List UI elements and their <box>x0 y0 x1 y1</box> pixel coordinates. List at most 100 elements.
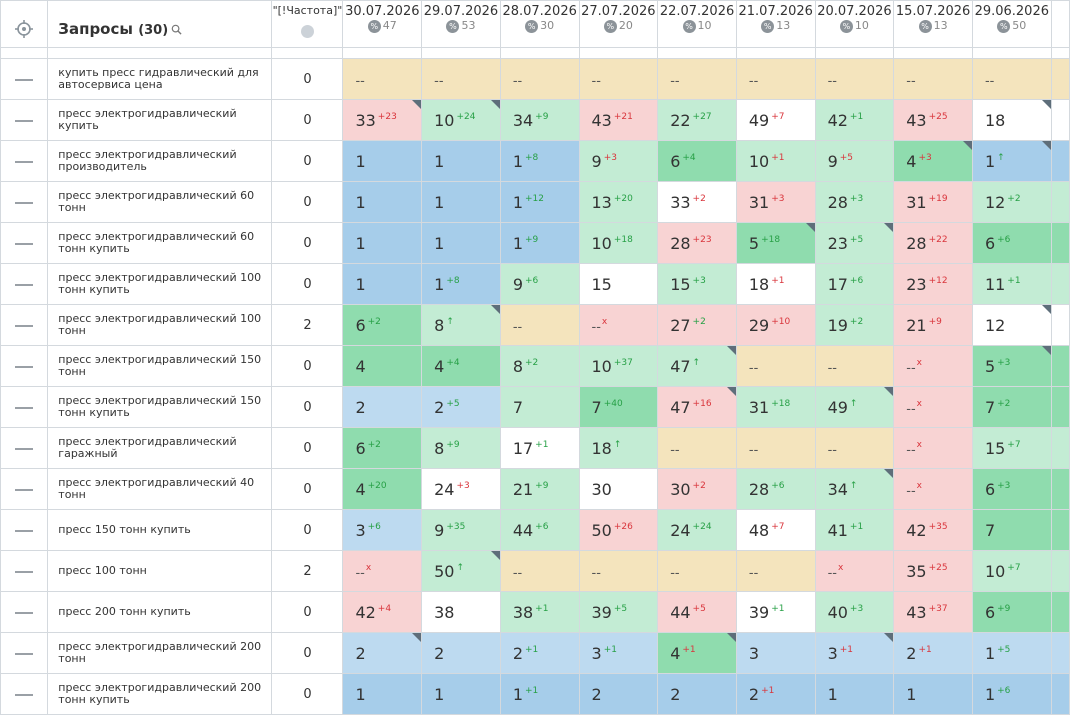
position-cell[interactable]: 23 +12 <box>893 263 973 305</box>
position-cell[interactable]: 1 <box>421 673 501 715</box>
position-cell[interactable]: 28 +23 <box>657 222 737 264</box>
position-cell[interactable]: 9 +6 <box>499 263 580 305</box>
position-cell[interactable]: 33 +2 <box>657 181 737 223</box>
position-cell[interactable]: -- <box>814 345 895 387</box>
position-cell[interactable]: --x <box>893 468 973 510</box>
position-cell[interactable]: 50 +26 <box>578 509 659 551</box>
position-cell[interactable]: 12 +2 <box>971 181 1052 223</box>
percent-icon[interactable]: % <box>525 20 539 33</box>
minus-icon[interactable] <box>15 653 34 655</box>
position-cell[interactable]: -- <box>735 550 816 592</box>
position-cell[interactable]: 2 +1 <box>735 673 816 715</box>
position-cell[interactable]: 1 <box>342 673 423 715</box>
position-cell[interactable]: 43 +37 <box>893 591 973 633</box>
position-cell[interactable]: 35 +25 <box>893 550 973 592</box>
date-header[interactable]: 15.07.2026% 13 <box>893 0 973 48</box>
row-select-cell[interactable] <box>0 468 49 510</box>
percent-icon[interactable]: % <box>682 20 696 33</box>
position-cell[interactable]: -- <box>499 58 580 100</box>
position-cell[interactable]: 24 +3 <box>421 468 501 510</box>
position-cell[interactable]: 10 +24 <box>421 99 501 141</box>
minus-icon[interactable] <box>15 612 34 614</box>
date-header[interactable]: 29.06.2026% 50 <box>971 0 1052 48</box>
query-text[interactable]: пресс 200 тонн купить <box>47 591 273 633</box>
table-row[interactable]: пресс электрогидравлический 100 тонн куп… <box>0 263 1070 305</box>
position-cell[interactable]: 43 +21 <box>578 99 659 141</box>
date-header[interactable]: 30.07.2026% 47 <box>342 0 423 48</box>
position-cell[interactable]: 18 +1 <box>735 263 816 305</box>
position-cell[interactable]: 30 +2 <box>657 468 737 510</box>
minus-icon[interactable] <box>15 407 34 409</box>
position-cell[interactable]: 31 +18 <box>735 386 816 428</box>
position-cell[interactable]: 4 +1 <box>657 632 737 674</box>
position-cell[interactable]: 2 +1 <box>499 632 580 674</box>
position-cell[interactable]: 50 ↑ <box>421 550 501 592</box>
position-cell[interactable]: 10 +7 <box>971 550 1052 592</box>
position-cell[interactable]: 43 +25 <box>893 99 973 141</box>
position-cell[interactable]: 11 +1 <box>971 263 1052 305</box>
position-cell[interactable]: 1 +1 <box>499 673 580 715</box>
row-select-cell[interactable] <box>0 222 49 264</box>
position-cell[interactable]: 31 +19 <box>893 181 973 223</box>
position-cell[interactable]: 39 +1 <box>735 591 816 633</box>
position-cell[interactable]: 2 <box>578 673 659 715</box>
position-cell[interactable]: 1 <box>342 140 423 182</box>
row-select-cell[interactable] <box>0 181 49 223</box>
position-cell[interactable]: -- <box>971 58 1052 100</box>
position-cell[interactable]: 1 <box>421 140 501 182</box>
position-cell[interactable]: 3 +6 <box>342 509 423 551</box>
table-row[interactable]: пресс электрогидравлический 200 тонн куп… <box>0 673 1070 715</box>
position-cell[interactable]: 49 +7 <box>735 99 816 141</box>
position-cell[interactable]: 6 +9 <box>971 591 1052 633</box>
position-cell[interactable]: 17 +6 <box>814 263 895 305</box>
position-cell[interactable]: 49 ↑ <box>814 386 895 428</box>
row-select-cell[interactable] <box>0 386 49 428</box>
position-cell[interactable]: 42 +4 <box>342 591 423 633</box>
position-cell[interactable]: 7 +2 <box>971 386 1052 428</box>
query-text[interactable]: пресс электрогидравлический 60 тонн купи… <box>47 222 273 264</box>
position-cell[interactable]: 44 +5 <box>657 591 737 633</box>
table-row[interactable]: пресс 200 тонн купить 0 42 +4 38 38 +1 39 +5 44 +5… <box>0 591 1070 633</box>
table-row[interactable]: пресс электрогидравлический производител… <box>0 140 1070 182</box>
position-cell[interactable]: -- <box>499 304 580 346</box>
table-row[interactable]: пресс электрогидравлический 200 тонн 0 2 2 2… <box>0 632 1070 674</box>
position-cell[interactable]: 18 ↑ <box>578 427 659 469</box>
position-cell[interactable]: 15 +3 <box>657 263 737 305</box>
search-icon[interactable] <box>171 24 182 35</box>
position-cell[interactable]: 42 +1 <box>814 99 895 141</box>
position-cell[interactable]: --x <box>893 345 973 387</box>
position-cell[interactable]: 2 <box>342 632 423 674</box>
position-cell[interactable]: -- <box>735 427 816 469</box>
position-cell[interactable]: -- <box>735 345 816 387</box>
queries-header[interactable]: Запросы (30) <box>47 0 273 48</box>
position-cell[interactable]: 2 <box>421 632 501 674</box>
position-cell[interactable]: 17 +1 <box>499 427 580 469</box>
minus-icon[interactable] <box>15 325 34 327</box>
minus-icon[interactable] <box>15 161 34 163</box>
query-text[interactable]: пресс 150 тонн купить <box>47 509 273 551</box>
query-text[interactable]: пресс электрогидравлический 150 тонн <box>47 345 273 387</box>
position-cell[interactable]: 4 +20 <box>342 468 423 510</box>
table-row[interactable]: пресс 100 тонн 2 --x 50 ↑ -- -- -- -- --x 35 +25 10 +… <box>0 550 1070 592</box>
position-cell[interactable]: -- <box>578 550 659 592</box>
position-cell[interactable]: 1 ↑ <box>971 140 1052 182</box>
position-cell[interactable]: 15 <box>578 263 659 305</box>
table-row[interactable]: пресс электрогидравлический 40 тонн 0 4 +20… <box>0 468 1070 510</box>
row-select-cell[interactable] <box>0 550 49 592</box>
percent-icon[interactable]: % <box>603 20 617 33</box>
query-text[interactable]: пресс 100 тонн <box>47 550 273 592</box>
table-row[interactable]: пресс 150 тонн купить 0 3 +6 9 +35 44 +6 50 +26 24… <box>0 509 1070 551</box>
position-cell[interactable]: 8 +9 <box>421 427 501 469</box>
position-cell[interactable]: 2 <box>657 673 737 715</box>
table-row[interactable]: пресс электрогидравлический гаражный 0 6 +2… <box>0 427 1070 469</box>
position-cell[interactable]: 47 +16 <box>657 386 737 428</box>
query-text[interactable]: пресс электрогидравлический 100 тонн куп… <box>47 263 273 305</box>
position-cell[interactable]: 18 <box>971 99 1052 141</box>
globe-icon[interactable] <box>300 25 314 38</box>
table-row[interactable]: пресс электрогидравлический 150 тонн 0 4 4 +… <box>0 345 1070 387</box>
position-cell[interactable]: 1 +6 <box>971 673 1052 715</box>
position-cell[interactable]: -- <box>657 58 737 100</box>
position-cell[interactable]: 1 <box>421 181 501 223</box>
position-cell[interactable]: 9 +3 <box>578 140 659 182</box>
query-text[interactable]: пресс электрогидравлический гаражный <box>47 427 273 469</box>
